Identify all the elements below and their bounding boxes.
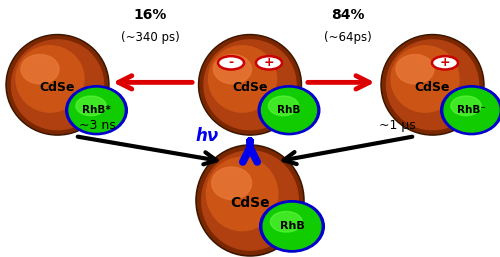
Ellipse shape [16, 46, 84, 112]
Ellipse shape [381, 34, 484, 135]
Ellipse shape [270, 212, 302, 232]
Ellipse shape [202, 151, 298, 250]
Text: CdSe: CdSe [40, 81, 75, 94]
Ellipse shape [396, 54, 434, 84]
Text: RhB⁻: RhB⁻ [457, 105, 486, 115]
Ellipse shape [69, 88, 124, 132]
Text: ~3 ns: ~3 ns [79, 120, 116, 132]
Ellipse shape [258, 86, 320, 135]
Text: CdSe: CdSe [415, 81, 450, 94]
Ellipse shape [196, 145, 304, 256]
Circle shape [256, 56, 282, 69]
Ellipse shape [382, 36, 482, 134]
Text: RhB: RhB [278, 105, 300, 115]
Text: (~64ps): (~64ps) [324, 31, 372, 44]
Ellipse shape [440, 86, 500, 135]
Text: +: + [440, 56, 450, 69]
Text: CdSe: CdSe [230, 196, 270, 210]
Circle shape [432, 56, 458, 69]
Ellipse shape [268, 96, 298, 116]
Ellipse shape [76, 96, 106, 116]
Ellipse shape [451, 96, 481, 116]
Text: RhB: RhB [280, 221, 304, 231]
Ellipse shape [263, 204, 321, 249]
Text: 84%: 84% [331, 8, 364, 22]
Ellipse shape [262, 88, 316, 132]
Text: +: + [264, 56, 274, 69]
Text: ~1 μs: ~1 μs [379, 120, 416, 132]
Ellipse shape [260, 201, 324, 252]
Ellipse shape [21, 54, 59, 84]
Ellipse shape [386, 40, 478, 130]
Ellipse shape [12, 40, 104, 130]
Ellipse shape [198, 146, 302, 254]
Ellipse shape [200, 36, 300, 134]
Ellipse shape [198, 34, 302, 135]
Ellipse shape [214, 54, 252, 84]
Text: 16%: 16% [134, 8, 166, 22]
Ellipse shape [212, 167, 252, 199]
Text: RhB*: RhB* [82, 105, 111, 115]
Ellipse shape [8, 36, 108, 134]
Ellipse shape [66, 86, 128, 135]
Text: CdSe: CdSe [232, 81, 268, 94]
Ellipse shape [208, 46, 276, 112]
Ellipse shape [6, 34, 109, 135]
Text: hν: hν [196, 127, 219, 145]
Text: (~340 ps): (~340 ps) [120, 31, 180, 44]
Ellipse shape [391, 46, 459, 112]
Ellipse shape [204, 40, 296, 130]
Ellipse shape [444, 88, 499, 132]
Circle shape [218, 56, 244, 69]
Text: -: - [228, 56, 234, 69]
Ellipse shape [206, 157, 278, 231]
